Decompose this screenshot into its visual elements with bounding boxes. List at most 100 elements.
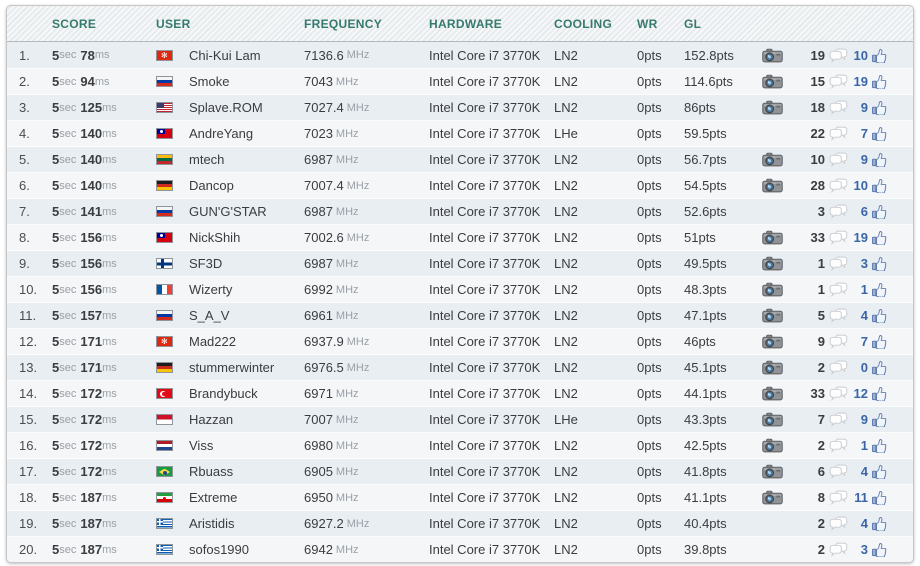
comments-link[interactable]: 2 xyxy=(794,355,850,380)
likes-link[interactable]: 1 xyxy=(850,277,913,302)
camera-icon[interactable] xyxy=(762,230,783,245)
hardware-link[interactable]: Intel Core i7 3770K xyxy=(429,334,541,349)
camera-icon[interactable] xyxy=(762,334,783,349)
comments-link[interactable]: 15 xyxy=(794,69,850,94)
comments-link[interactable]: 33 xyxy=(794,381,850,406)
camera-icon[interactable] xyxy=(762,308,783,323)
camera-icon[interactable] xyxy=(762,360,783,375)
camera-icon[interactable] xyxy=(762,386,783,401)
user-link[interactable]: Smoke xyxy=(189,74,230,89)
camera-icon[interactable] xyxy=(762,282,783,297)
frequency-value: 7007 MHz xyxy=(304,412,359,427)
camera-icon[interactable] xyxy=(762,464,783,479)
user-link[interactable]: GUN'G'STAR xyxy=(189,204,267,219)
hardware-link[interactable]: Intel Core i7 3770K xyxy=(429,360,541,375)
comments-link[interactable]: 1 xyxy=(794,251,850,276)
hardware-link[interactable]: Intel Core i7 3770K xyxy=(429,438,541,453)
hardware-link[interactable]: Intel Core i7 3770K xyxy=(429,516,541,531)
hardware-link[interactable]: Intel Core i7 3770K xyxy=(429,308,541,323)
likes-link[interactable]: 19 xyxy=(850,69,913,94)
hardware-link[interactable]: Intel Core i7 3770K xyxy=(429,178,541,193)
comments-link[interactable]: 2 xyxy=(794,511,850,536)
user-link[interactable]: Brandybuck xyxy=(189,386,258,401)
user-link[interactable]: Extreme xyxy=(189,490,238,505)
likes-link[interactable]: 9 xyxy=(850,95,913,120)
comments-link[interactable]: 33 xyxy=(794,225,850,250)
user-link[interactable]: SF3D xyxy=(189,256,223,271)
likes-link[interactable]: 19 xyxy=(850,225,913,250)
likes-link[interactable]: 3 xyxy=(850,251,913,276)
camera-icon[interactable] xyxy=(762,438,783,453)
hardware-link[interactable]: Intel Core i7 3770K xyxy=(429,100,541,115)
likes-link[interactable]: 4 xyxy=(850,303,913,328)
hardware-link[interactable]: Intel Core i7 3770K xyxy=(429,152,541,167)
user-link[interactable]: mtech xyxy=(189,152,225,167)
comments-link[interactable]: 3 xyxy=(794,199,850,224)
comments-link[interactable]: 2 xyxy=(794,537,850,562)
user-link[interactable]: Mad222 xyxy=(189,334,236,349)
camera-icon[interactable] xyxy=(762,48,783,63)
hardware-link[interactable]: Intel Core i7 3770K xyxy=(429,412,541,427)
comments-link[interactable]: 1 xyxy=(794,277,850,302)
likes-link[interactable]: 11 xyxy=(850,485,913,510)
likes-link[interactable]: 7 xyxy=(850,329,913,354)
hardware-link[interactable]: Intel Core i7 3770K xyxy=(429,282,541,297)
likes-link[interactable]: 0 xyxy=(850,355,913,380)
user-link[interactable]: Dancop xyxy=(189,178,234,193)
comments-link[interactable]: 22 xyxy=(794,121,850,146)
hardware-link[interactable]: Intel Core i7 3770K xyxy=(429,464,541,479)
hardware-link[interactable]: Intel Core i7 3770K xyxy=(429,230,541,245)
hardware-link[interactable]: Intel Core i7 3770K xyxy=(429,490,541,505)
user-link[interactable]: Splave.ROM xyxy=(189,100,263,115)
comment-count: 33 xyxy=(810,386,825,401)
comments-link[interactable]: 19 xyxy=(794,42,850,68)
hardware-link[interactable]: Intel Core i7 3770K xyxy=(429,47,541,63)
user-link[interactable]: NickShih xyxy=(189,230,241,245)
likes-link[interactable]: 10 xyxy=(850,42,913,68)
comments-link[interactable]: 18 xyxy=(794,95,850,120)
likes-link[interactable]: 10 xyxy=(850,173,913,198)
comments-link[interactable]: 6 xyxy=(794,459,850,484)
user-link[interactable]: Hazzan xyxy=(189,412,234,427)
user-link[interactable]: AndreYang xyxy=(189,126,254,141)
camera-icon[interactable] xyxy=(762,178,783,193)
likes-link[interactable]: 4 xyxy=(850,511,913,536)
likes-link[interactable]: 4 xyxy=(850,459,913,484)
user-link[interactable]: stummerwinter xyxy=(189,360,275,375)
user-link[interactable]: sofos1990 xyxy=(189,542,249,557)
hardware-link[interactable]: Intel Core i7 3770K xyxy=(429,204,541,219)
likes-link[interactable]: 12 xyxy=(850,381,913,406)
likes-link[interactable]: 9 xyxy=(850,407,913,432)
comments-link[interactable]: 5 xyxy=(794,303,850,328)
user-link[interactable]: Wizerty xyxy=(189,282,233,297)
camera-icon[interactable] xyxy=(762,74,783,89)
likes-link[interactable]: 3 xyxy=(850,537,913,562)
user-link[interactable]: Rbuass xyxy=(189,464,234,479)
camera-icon[interactable] xyxy=(762,256,783,271)
comments-link[interactable]: 10 xyxy=(794,147,850,172)
user-link[interactable]: Chi-Kui Lam xyxy=(189,47,261,63)
hardware-link[interactable]: Intel Core i7 3770K xyxy=(429,386,541,401)
camera-icon[interactable] xyxy=(762,100,783,115)
hardware-link[interactable]: Intel Core i7 3770K xyxy=(429,542,541,557)
comments-link[interactable]: 9 xyxy=(794,329,850,354)
likes-link[interactable]: 9 xyxy=(850,147,913,172)
camera-icon[interactable] xyxy=(762,412,783,427)
like-count: 1 xyxy=(860,282,868,297)
comments-link[interactable]: 28 xyxy=(794,173,850,198)
comments-link[interactable]: 7 xyxy=(794,407,850,432)
hardware-link[interactable]: Intel Core i7 3770K xyxy=(429,74,541,89)
comments-link[interactable]: 8 xyxy=(794,485,850,510)
hardware-link[interactable]: Intel Core i7 3770K xyxy=(429,256,541,271)
camera-icon[interactable] xyxy=(762,152,783,167)
likes-link[interactable]: 6 xyxy=(850,199,913,224)
comments-link[interactable]: 2 xyxy=(794,433,850,458)
camera-icon[interactable] xyxy=(762,490,783,505)
user-link[interactable]: Aristidis xyxy=(189,516,235,531)
hardware-link[interactable]: Intel Core i7 3770K xyxy=(429,126,541,141)
likes-link[interactable]: 1 xyxy=(850,433,913,458)
user-link[interactable]: Viss xyxy=(189,438,214,453)
thumbs-up-icon xyxy=(872,230,887,245)
user-link[interactable]: S_A_V xyxy=(189,308,230,323)
likes-link[interactable]: 7 xyxy=(850,121,913,146)
